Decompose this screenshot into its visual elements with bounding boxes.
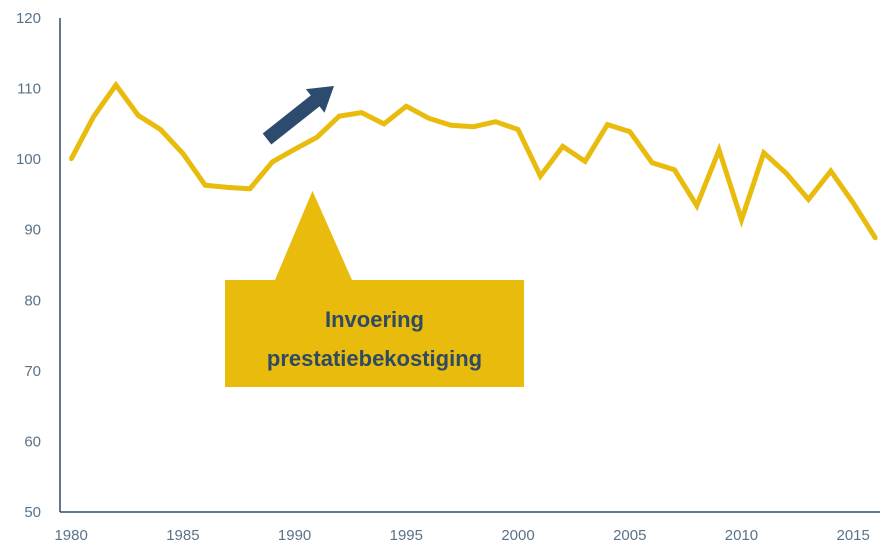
data-point-1991 <box>314 135 319 140</box>
series-line-0 <box>68 80 878 240</box>
x-tick-label-1985: 1985 <box>166 527 199 544</box>
data-point-2002 <box>560 144 565 149</box>
data-point-1990 <box>292 147 297 152</box>
data-point-2015 <box>851 200 856 205</box>
data-point-2007 <box>672 167 677 172</box>
data-point-2008 <box>694 203 699 208</box>
data-point-1992 <box>337 114 342 119</box>
x-tick-label-2005: 2005 <box>613 527 646 544</box>
data-point-1980 <box>69 157 74 162</box>
x-tick-label-2000: 2000 <box>501 527 534 544</box>
x-tick-label-1980: 1980 <box>54 527 87 544</box>
data-point-2011 <box>761 150 766 155</box>
data-point-2010 <box>739 217 744 222</box>
x-tick-label-2010: 2010 <box>725 527 758 544</box>
trend-arrow-icon <box>262 86 334 145</box>
y-tick-label-120: 120 <box>16 10 41 27</box>
data-point-1987 <box>225 185 230 190</box>
y-tick-label-50: 50 <box>24 504 41 521</box>
data-point-2005 <box>627 129 632 134</box>
y-tick-label-80: 80 <box>24 292 41 309</box>
callout-line-2: prestatiebekostiging <box>267 346 482 371</box>
y-tick-label-110: 110 <box>17 81 41 98</box>
data-point-1985 <box>180 151 185 156</box>
callout-line-1: Invoering <box>325 307 424 332</box>
data-point-1989 <box>270 160 275 164</box>
data-point-2009 <box>717 148 722 152</box>
data-point-2016 <box>873 236 878 241</box>
data-point-1999 <box>493 119 498 124</box>
data-point-2000 <box>516 127 520 132</box>
data-point-1984 <box>158 127 163 132</box>
data-point-1993 <box>359 110 364 115</box>
data-point-2001 <box>538 174 543 179</box>
data-point-1981 <box>91 114 96 119</box>
data-point-2012 <box>784 171 789 176</box>
data-point-2006 <box>650 160 655 165</box>
data-point-1994 <box>382 121 386 126</box>
data-point-1983 <box>136 113 141 118</box>
series-layer <box>68 80 878 241</box>
x-axis-ticks: 1980 1985 1990 1995 2000 2005 2010 2015 <box>54 527 869 544</box>
data-point-1982 <box>113 83 118 87</box>
data-point-1988 <box>247 186 252 191</box>
callout-box <box>225 190 524 387</box>
x-tick-label-1995: 1995 <box>390 527 423 544</box>
data-point-2004 <box>605 122 610 127</box>
y-tick-label-60: 60 <box>24 433 41 450</box>
y-tick-label-100: 100 <box>16 151 41 168</box>
data-point-2013 <box>806 197 811 202</box>
data-point-1997 <box>449 123 453 128</box>
y-tick-label-90: 90 <box>24 222 41 239</box>
data-point-1995 <box>404 104 409 109</box>
data-point-1986 <box>203 183 208 188</box>
data-point-2014 <box>828 169 833 174</box>
y-tick-label-70: 70 <box>24 363 41 380</box>
callout-invoering-prestatiebekostiging: Invoering prestatiebekostiging <box>225 190 524 387</box>
data-point-2003 <box>583 159 588 164</box>
x-tick-label-1990: 1990 <box>278 527 311 544</box>
data-point-1998 <box>471 124 476 129</box>
y-axis-ticks: 50 60 70 80 90 100 110 120 <box>16 10 41 521</box>
data-point-1996 <box>426 116 431 121</box>
x-tick-label-2015: 2015 <box>837 527 870 544</box>
